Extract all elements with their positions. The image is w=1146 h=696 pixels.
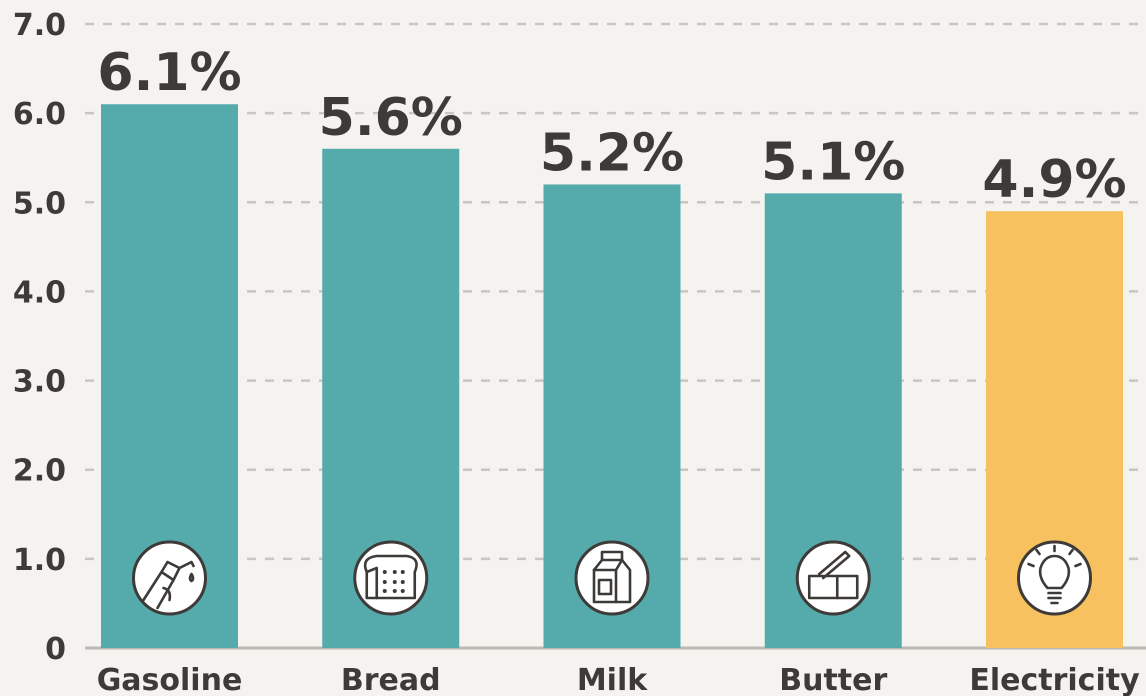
category-label: Gasoline (97, 663, 243, 696)
data-label: 5.6% (319, 88, 463, 148)
lightbulb-icon (1017, 540, 1092, 616)
category-label: Butter (779, 663, 887, 696)
y-tick-label: 1.0 (13, 543, 66, 578)
category-icons (132, 540, 1092, 616)
data-label: 5.1% (761, 132, 905, 192)
category-label: Electricity (969, 663, 1140, 696)
y-tick-label: 5.0 (13, 186, 66, 221)
data-label: 4.9% (982, 150, 1126, 210)
y-tick-label: 3.0 (13, 365, 66, 400)
data-label: 6.1% (97, 43, 241, 103)
y-tick-label: 7.0 (13, 8, 66, 43)
y-tick-label: 6.0 (13, 97, 66, 132)
bread-icon (353, 540, 429, 616)
y-axis-ticks: 0 1.0 2.0 3.0 4.0 5.0 6.0 7.0 (13, 8, 66, 667)
butter-icon (795, 540, 871, 616)
fuel-nozzle-icon (132, 540, 207, 616)
category-label: Milk (577, 663, 648, 696)
value-labels: 6.1% 5.6% 5.2% 5.1% 4.9% (97, 43, 1126, 210)
category-label: Bread (341, 663, 441, 696)
category-labels: Gasoline Bread Milk Butter Electricity (97, 663, 1140, 696)
data-label: 5.2% (540, 123, 684, 183)
milk-carton-icon (574, 540, 650, 616)
y-tick-label: 0 (45, 632, 66, 667)
y-tick-label: 2.0 (13, 454, 66, 489)
y-tick-label: 4.0 (13, 275, 66, 310)
